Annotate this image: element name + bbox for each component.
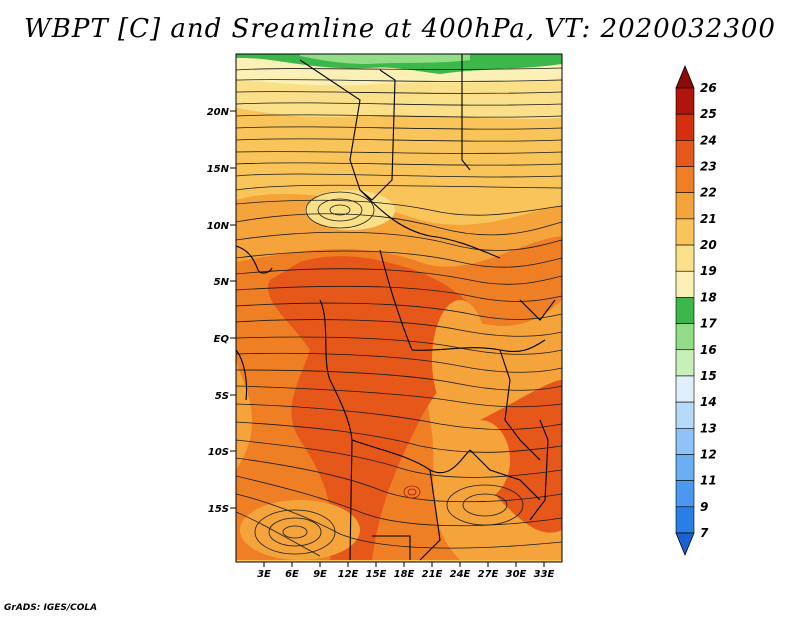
country-boundaries (236, 54, 556, 561)
lon-label: 15E (366, 569, 387, 580)
colorbar-min-triangle (675, 532, 695, 557)
colorbar-max-triangle (675, 64, 695, 89)
lat-label: 5S (215, 391, 229, 402)
lat-label: 5N (214, 277, 230, 288)
colorbar-swatch (675, 192, 695, 220)
lat-label: EQ (214, 334, 230, 345)
colorbar-label: 25 (700, 107, 717, 121)
colorbar-swatch (675, 375, 695, 403)
colorbar-label: 23 (700, 160, 717, 174)
colorbar-label: 19 (700, 264, 717, 278)
colorbar-swatch (675, 166, 695, 194)
colorbar-swatch (675, 113, 695, 141)
lon-label: 30E (506, 569, 527, 580)
colorbar-label: 7 (700, 526, 709, 540)
lon-label: 21E (422, 569, 443, 580)
lon-label: 33E (534, 569, 555, 580)
colorbar-swatch (675, 401, 695, 429)
lat-label: 10S (208, 447, 229, 458)
colorbar-swatch (675, 480, 695, 508)
colorbar-swatch (675, 323, 695, 351)
colorbar-swatch (675, 297, 695, 324)
lon-label: 12E (338, 569, 359, 580)
colorbar-swatch (675, 87, 695, 115)
colorbar-label: 17 (700, 317, 717, 331)
colorbar-swatch (675, 506, 695, 534)
lat-label: 20N (207, 107, 230, 118)
colorbar-label: 18 (700, 290, 717, 304)
colorbar: 26 25 24 23 22 21 20 19 18 17 16 15 14 13 12 11 9 7 (675, 64, 717, 557)
colorbar-label: 20 (700, 238, 717, 252)
colorbar-label: 21 (700, 212, 717, 226)
lon-axis: 3E 6E 9E 12E 15E 18E 21E 24E 27E 30E 33E (257, 562, 555, 580)
grads-credit: GrADS: IGES/COLA (4, 603, 98, 613)
colorbar-label: 9 (700, 500, 708, 514)
chart-title: WBPT [C] and Sreamline at 400hPa, VT: 20… (24, 14, 776, 44)
colorbar-label: 26 (700, 81, 717, 95)
lat-axis: 20N 15N 10N 5N EQ 5S 10S 15S (207, 107, 236, 515)
colorbar-label: 13 (700, 421, 717, 435)
lon-label: 6E (285, 569, 299, 580)
lat-label: 10N (207, 221, 230, 232)
lon-label: 18E (394, 569, 415, 580)
lat-label: 15S (208, 504, 229, 515)
streamlines (236, 67, 562, 557)
colorbar-label: 22 (700, 186, 717, 200)
colorbar-swatch (675, 427, 695, 455)
map-frame (235, 53, 563, 563)
colorbar-swatch (675, 270, 695, 298)
colorbar-label: 11 (700, 474, 717, 488)
lon-label: 27E (478, 569, 499, 580)
colorbar-swatch (675, 244, 695, 272)
colorbar-label: 14 (700, 395, 717, 409)
colorbar-label: 16 (700, 343, 717, 357)
lat-label: 15N (207, 164, 230, 175)
colorbar-label: 24 (700, 133, 717, 147)
colorbar-swatch (675, 140, 695, 167)
lon-label: 9E (313, 569, 327, 580)
colorbar-label: 12 (700, 447, 717, 461)
wbpt-field (236, 54, 562, 562)
lon-label: 24E (450, 569, 471, 580)
colorbar-label: 15 (700, 369, 717, 383)
lon-label: 3E (257, 569, 271, 580)
colorbar-swatch (675, 218, 695, 246)
colorbar-swatch (675, 349, 695, 377)
colorbar-swatch (675, 454, 695, 481)
